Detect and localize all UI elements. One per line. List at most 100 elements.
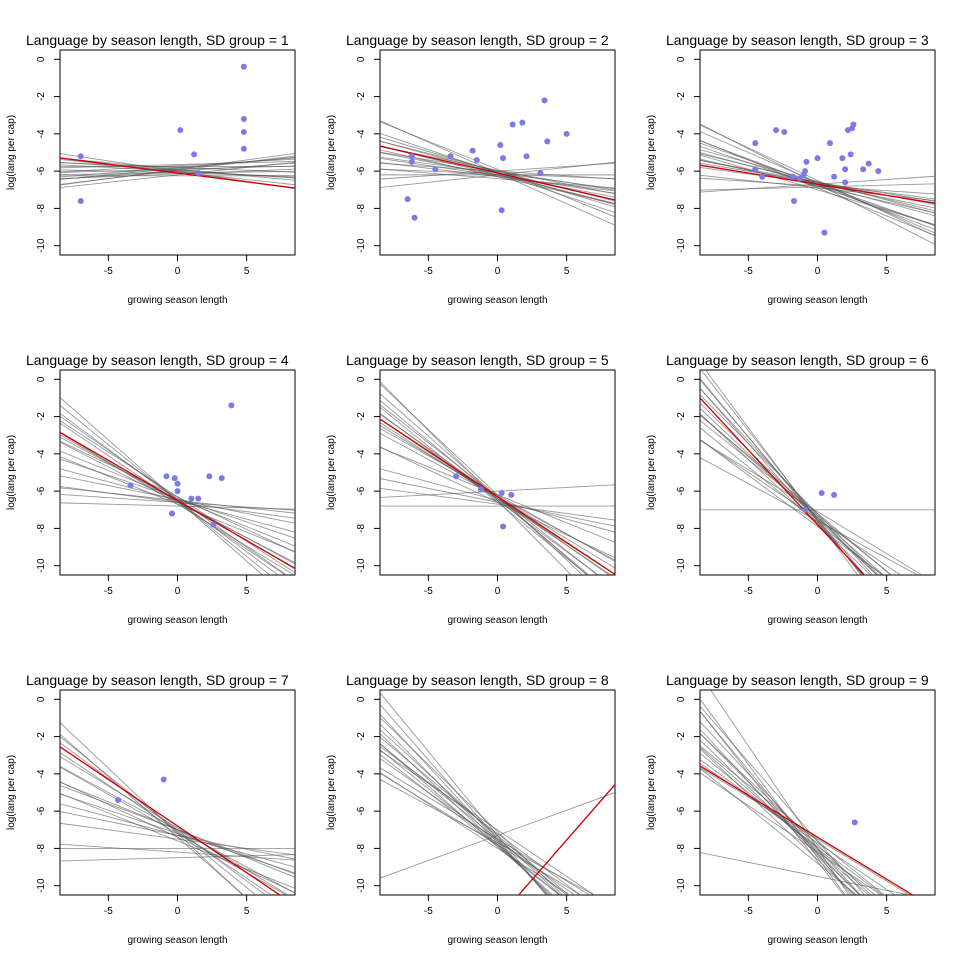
y-axis-label: log(lang per cap) <box>646 115 657 190</box>
plot-lines <box>60 63 295 204</box>
y-tick-label: -4 <box>356 129 367 138</box>
x-axis-label: growing season length <box>127 615 227 626</box>
x-tick-label: -5 <box>104 586 113 597</box>
x-tick-label: 5 <box>884 266 890 277</box>
data-point <box>865 160 872 167</box>
y-tick-label: -4 <box>36 449 47 458</box>
data-point <box>195 170 202 176</box>
y-tick-label: -10 <box>36 238 47 253</box>
posterior-line <box>380 758 575 895</box>
y-tick-label: -10 <box>356 558 367 573</box>
y-tick-label: 0 <box>676 56 687 62</box>
mean-fit-line <box>60 157 295 189</box>
x-tick-label: -5 <box>104 266 113 277</box>
data-point <box>752 140 759 147</box>
y-tick-label: -8 <box>676 204 687 213</box>
posterior-line <box>700 711 852 895</box>
posterior-line <box>60 752 272 895</box>
y-axis-label: log(lang per cap) <box>646 435 657 510</box>
data-point <box>842 166 849 173</box>
chart-title: Language by season length, SD group = 9 <box>666 672 929 688</box>
y-tick-label: -4 <box>36 769 47 778</box>
x-tick-label: 5 <box>884 906 890 917</box>
y-axis-label: log(lang per cap) <box>6 115 17 190</box>
posterior-line <box>60 415 287 575</box>
plot-frame <box>699 49 936 256</box>
posterior-line <box>700 745 885 895</box>
data-point <box>160 776 167 783</box>
posterior-line <box>380 792 615 879</box>
y-tick-label: -4 <box>356 449 367 458</box>
x-tick-label: 5 <box>244 906 250 917</box>
x-tick-label: -5 <box>744 266 753 277</box>
data-point <box>477 486 484 493</box>
posterior-line <box>60 493 295 511</box>
data-point <box>473 156 480 163</box>
posterior-line <box>380 168 615 189</box>
posterior-line <box>60 733 244 895</box>
x-tick-label: -5 <box>424 266 433 277</box>
x-tick-label: 5 <box>884 586 890 597</box>
y-tick-label: -8 <box>676 524 687 533</box>
plot-lines <box>700 370 935 575</box>
plot-lines <box>700 690 914 895</box>
x-axis-label: growing season length <box>127 935 227 946</box>
y-tick-label: -2 <box>36 732 47 741</box>
data-point <box>228 402 235 409</box>
plot-frame <box>59 49 296 256</box>
y-tick-label: -6 <box>676 486 687 495</box>
chart-title: Language by season length, SD group = 3 <box>666 32 929 48</box>
posterior-line <box>60 160 295 169</box>
posterior-line <box>700 370 862 575</box>
posterior-line <box>60 793 295 889</box>
data-point <box>408 153 415 160</box>
chart-panel: Language by season length, SD group = 2 -… <box>326 32 616 306</box>
data-point <box>842 179 849 186</box>
y-tick-label: -10 <box>676 238 687 253</box>
y-tick-label: 0 <box>356 56 367 62</box>
data-point <box>831 173 838 180</box>
mean-fit-line <box>700 765 914 895</box>
data-point <box>826 140 833 147</box>
posterior-line <box>700 183 935 191</box>
plot-lines <box>700 121 935 245</box>
y-tick-label: -6 <box>356 806 367 815</box>
data-point <box>163 473 170 480</box>
y-tick-label: -2 <box>676 732 687 741</box>
data-point <box>127 482 134 489</box>
y-tick-label: -10 <box>356 238 367 253</box>
posterior-line <box>700 413 872 575</box>
data-point <box>77 197 84 204</box>
y-tick-label: 0 <box>36 696 47 702</box>
data-point <box>498 207 505 214</box>
data-point <box>240 129 247 135</box>
data-point <box>850 121 857 128</box>
y-tick-label: -10 <box>676 558 687 573</box>
posterior-line <box>380 736 570 895</box>
data-point <box>500 523 507 530</box>
data-point <box>508 491 515 498</box>
x-tick-label: 0 <box>815 266 821 277</box>
y-tick-label: -10 <box>36 558 47 573</box>
data-point <box>191 151 198 158</box>
plot-frame <box>59 689 296 896</box>
plot-lines <box>380 97 615 226</box>
data-point <box>523 153 530 160</box>
posterior-line <box>60 420 295 574</box>
x-tick-label: -5 <box>104 906 113 917</box>
posterior-line <box>700 710 845 895</box>
data-point <box>509 121 516 128</box>
data-point <box>544 138 551 145</box>
chart-title: Language by season length, SD group = 5 <box>346 352 609 368</box>
chart-title: Language by season length, SD group = 1 <box>26 32 289 48</box>
y-tick-label: -8 <box>356 204 367 213</box>
chart-title: Language by season length, SD group = 2 <box>346 32 609 48</box>
posterior-line <box>380 773 581 895</box>
y-axis-label: log(lang per cap) <box>6 435 17 510</box>
posterior-line <box>60 475 295 524</box>
data-point <box>537 170 544 176</box>
y-tick-label: -4 <box>676 449 687 458</box>
chart-panel: Language by season length, SD group = 1 -… <box>6 32 296 306</box>
chart-panel: Language by season length, SD group = 7 -… <box>6 672 296 946</box>
